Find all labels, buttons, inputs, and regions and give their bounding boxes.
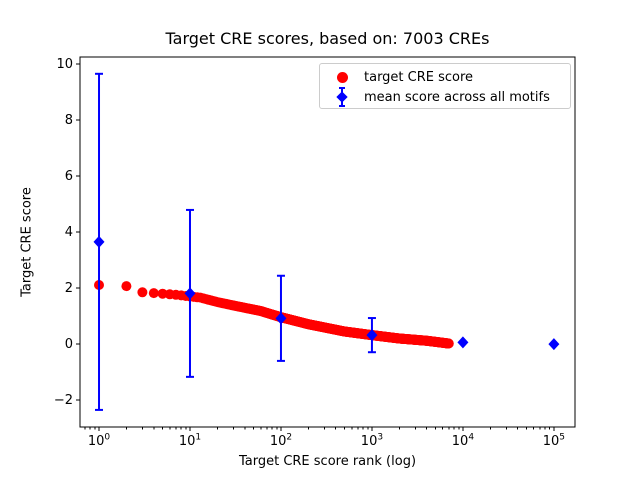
legend-item-mean-score: mean score across all motifs <box>320 87 570 107</box>
mean-diamond-marker <box>93 235 105 248</box>
y-ticks <box>76 63 80 401</box>
x-tick-label: 101 <box>178 432 202 449</box>
mean-diamond-marker <box>184 287 196 300</box>
legend-marker-cell <box>320 71 364 83</box>
x-tick-label: 102 <box>269 432 293 449</box>
legend: target CRE score mean score across all m… <box>319 63 571 109</box>
chart-title: Target CRE scores, based on: 7003 CREs <box>165 29 490 48</box>
y-tick-label: 6 <box>64 168 73 184</box>
legend-label: mean score across all motifs <box>364 89 550 105</box>
scatter-point <box>148 288 159 299</box>
red-circle-marker-icon <box>336 71 348 83</box>
y-tick-label: 2 <box>64 280 73 296</box>
y-tick-label: 0 <box>64 336 73 352</box>
x-tick-label: 100 <box>87 432 111 449</box>
blue-diamond-errorbar-marker-icon <box>336 87 348 107</box>
scatter-point <box>443 338 454 349</box>
mean-diamond-marker <box>275 312 287 325</box>
mean-errorbar-series <box>93 72 560 411</box>
x-tick-label: 104 <box>451 432 475 449</box>
legend-item-target-cre-score: target CRE score <box>320 67 570 87</box>
scatter-point <box>121 281 132 292</box>
x-tick-label: 105 <box>542 432 566 449</box>
red-scatter-points <box>94 280 454 349</box>
x-tick-label: 103 <box>360 432 384 449</box>
mean-diamond-marker <box>548 338 560 351</box>
y-tick-label: −2 <box>53 392 73 408</box>
x-axis-label: Target CRE score rank (log) <box>238 454 417 469</box>
y-tick-label: 4 <box>64 224 73 240</box>
mean-diamond-marker <box>457 336 469 349</box>
x-minor-ticks <box>84 427 551 430</box>
legend-marker-cell <box>320 87 364 107</box>
mean-diamond-marker <box>366 329 378 342</box>
scatter-point <box>137 287 148 298</box>
x-major-ticks <box>98 427 555 431</box>
y-tick-label: 10 <box>56 56 73 72</box>
legend-label: target CRE score <box>364 69 474 85</box>
plot-frame <box>79 56 576 428</box>
y-tick-label: 8 <box>64 112 73 128</box>
scatter-point <box>157 288 168 299</box>
